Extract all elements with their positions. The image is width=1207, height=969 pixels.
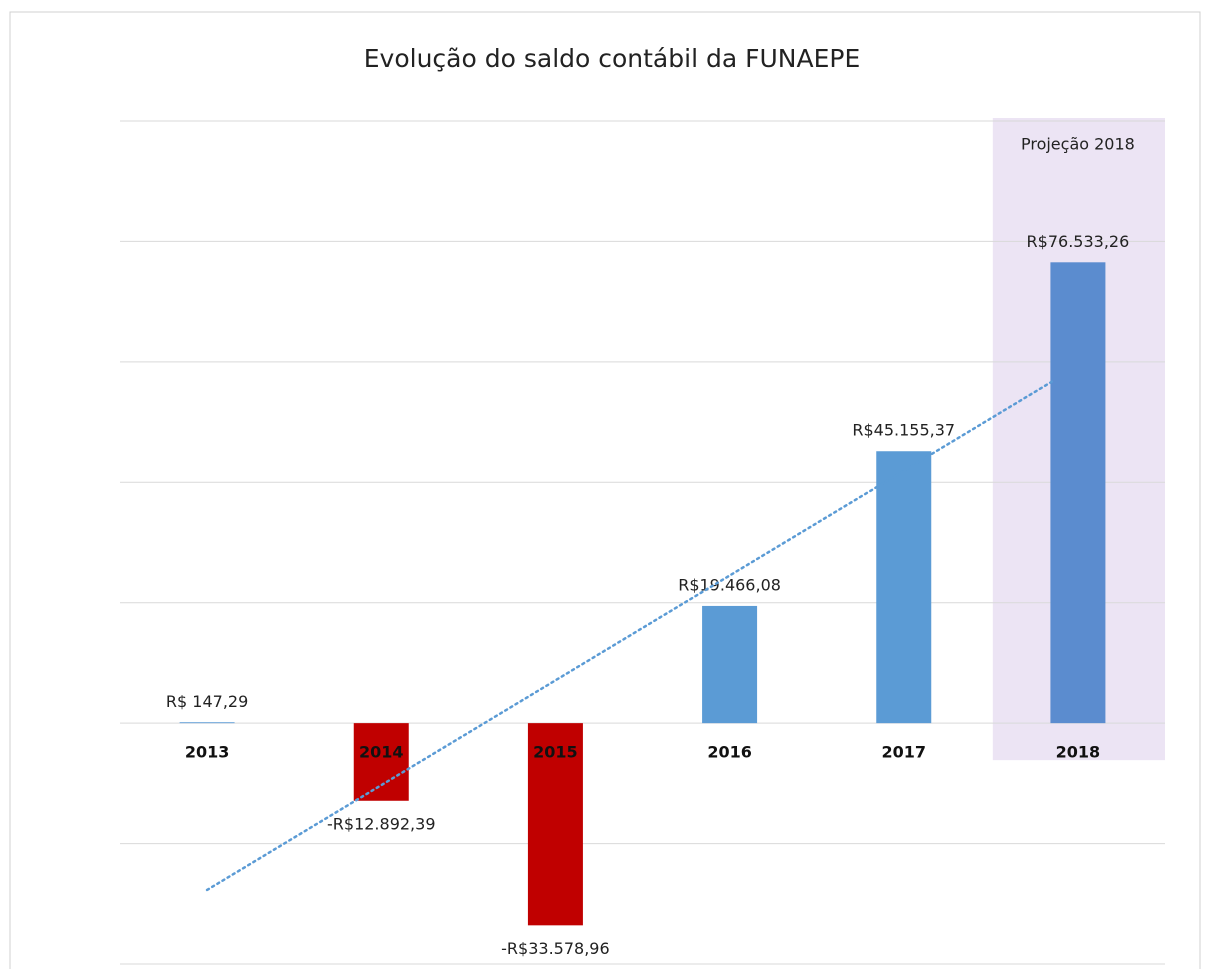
trendline <box>205 380 1054 892</box>
chart-frame <box>9 11 1201 969</box>
value-label: R$45.155,37 <box>852 421 955 440</box>
value-label: R$ 147,29 <box>166 692 248 711</box>
x-tick-label: 2013 <box>185 743 230 762</box>
x-tick-label: 2016 <box>707 743 752 762</box>
annotation: Projeção 2018 <box>1021 135 1135 154</box>
x-tick-label: 2015 <box>533 743 578 762</box>
x-tick-label: 2018 <box>1056 743 1101 762</box>
bar <box>527 723 583 926</box>
x-tick-label: 2017 <box>881 743 926 762</box>
bar <box>353 723 409 801</box>
chart-title: Evolução do saldo contábil da FUNAEPE <box>364 44 861 73</box>
bar <box>876 451 932 724</box>
bar <box>702 605 758 724</box>
bar <box>179 722 235 724</box>
value-label: -R$33.578,96 <box>501 939 610 958</box>
value-label: R$76.533,26 <box>1027 232 1130 251</box>
bar <box>1050 262 1106 724</box>
value-label: R$19.466,08 <box>678 575 781 594</box>
x-tick-label: 2014 <box>359 743 404 762</box>
value-label: -R$12.892,39 <box>327 814 436 833</box>
